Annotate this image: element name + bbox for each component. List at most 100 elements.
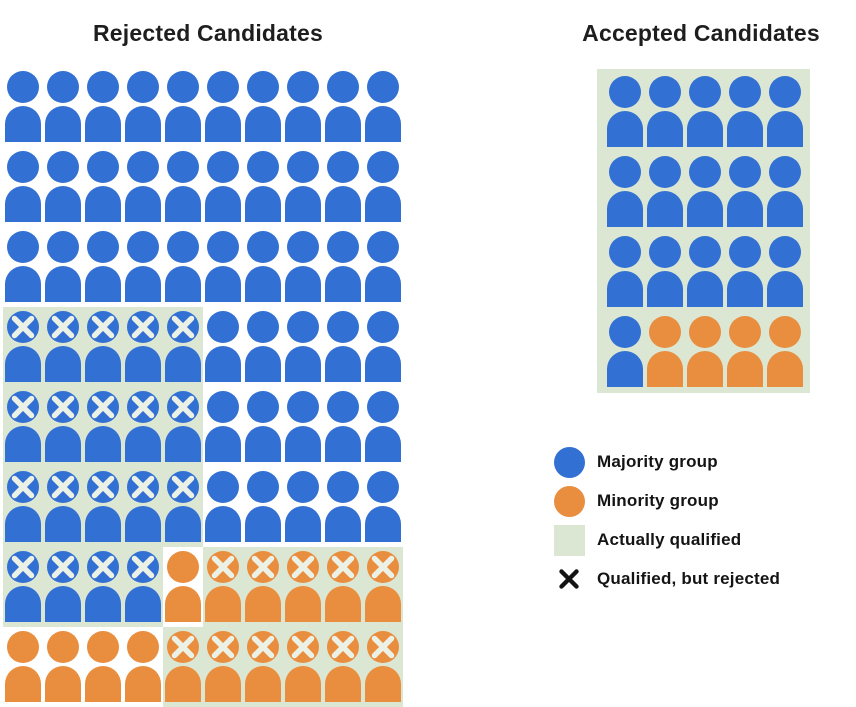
person-body-icon (165, 266, 201, 302)
person-head-icon (47, 551, 79, 583)
x-mark-icon (559, 569, 579, 589)
person-head-icon (127, 391, 159, 423)
person-head-icon (207, 471, 239, 503)
person-body-icon (285, 266, 321, 302)
person-minority-qualified-rejected-x (363, 547, 403, 627)
rejected-x-icon (11, 475, 35, 499)
person-head-icon (327, 311, 359, 343)
person-majority (283, 67, 323, 147)
person-head-icon (327, 471, 359, 503)
person-head-icon (87, 231, 119, 263)
person-majority-qualified (605, 152, 645, 232)
person-body-icon (205, 266, 241, 302)
person-body-icon (125, 266, 161, 302)
person-minority-qualified-rejected-x (243, 547, 283, 627)
person-majority-qualified (765, 72, 805, 152)
person-minority-qualified-rejected-x (283, 547, 323, 627)
person-body-icon (165, 426, 201, 462)
person-body-icon (165, 346, 201, 382)
person-minority-qualified (685, 312, 725, 392)
person-majority-qualified-rejected-x (43, 547, 83, 627)
person-majority (363, 227, 403, 307)
rejected-x-icon (211, 635, 235, 659)
person-head-icon (769, 236, 801, 268)
person-majority-qualified-rejected-x (123, 307, 163, 387)
person-majority (203, 67, 243, 147)
person-head-icon (649, 76, 681, 108)
rejected-x-icon (51, 315, 75, 339)
legend-label: Majority group (597, 452, 718, 471)
person-body-icon (325, 666, 361, 702)
person-body-icon (647, 271, 683, 307)
person-body-icon (285, 586, 321, 622)
person-body-icon (607, 191, 643, 227)
person-body-icon (647, 191, 683, 227)
person-majority (123, 67, 163, 147)
person-head-icon (167, 151, 199, 183)
person-majority (323, 227, 363, 307)
person-head-icon (247, 231, 279, 263)
person-head-icon (247, 311, 279, 343)
person-head-icon (689, 316, 721, 348)
person-body-icon (647, 111, 683, 147)
person-head-icon (769, 76, 801, 108)
person-body-icon (45, 346, 81, 382)
person-majority (243, 307, 283, 387)
person-head-icon (609, 156, 641, 188)
rejected-x-icon (51, 555, 75, 579)
person-body-icon (125, 106, 161, 142)
person-head-icon (127, 151, 159, 183)
person-head-icon (367, 631, 399, 663)
person-majority (283, 467, 323, 547)
rejected-x-icon (171, 635, 195, 659)
person-majority (203, 147, 243, 227)
rejected-x-icon (331, 635, 355, 659)
person-majority (123, 227, 163, 307)
person-majority (3, 67, 43, 147)
person-head-icon (287, 151, 319, 183)
person-body-icon (245, 106, 281, 142)
person-head-icon (7, 471, 39, 503)
person-head-icon (47, 311, 79, 343)
person-majority (83, 147, 123, 227)
rejected-x-icon (11, 395, 35, 419)
rejected-x-icon (51, 475, 75, 499)
rejected-x-icon (131, 315, 155, 339)
person-body-icon (5, 186, 41, 222)
person-body-icon (5, 266, 41, 302)
rejected-panel-title: Rejected Candidates (92, 20, 324, 46)
rejected-x-icon (251, 555, 275, 579)
person-majority (163, 227, 203, 307)
rejected-x-icon (171, 395, 195, 419)
qualified-but-rejected-swatch-icon (553, 564, 585, 594)
person-majority-qualified-rejected-x (3, 547, 43, 627)
person-minority-qualified-rejected-x (323, 627, 363, 707)
person-body-icon (325, 506, 361, 542)
rejected-x-icon (131, 475, 155, 499)
person-body-icon (727, 351, 763, 387)
person-majority-qualified-rejected-x (43, 467, 83, 547)
person-majority (243, 467, 283, 547)
person-head-icon (47, 231, 79, 263)
person-head-icon (167, 631, 199, 663)
person-head-icon (247, 391, 279, 423)
person-head-icon (7, 311, 39, 343)
majority-group-circle-icon (553, 446, 585, 478)
person-head-icon (167, 391, 199, 423)
person-body-icon (205, 586, 241, 622)
person-head-icon (689, 236, 721, 268)
person-majority (283, 227, 323, 307)
person-body-icon (85, 106, 121, 142)
person-majority (43, 147, 83, 227)
person-head-icon (7, 551, 39, 583)
person-head-icon (207, 551, 239, 583)
person-body-icon (125, 346, 161, 382)
person-head-icon (207, 391, 239, 423)
person-head-icon (649, 316, 681, 348)
person-head-icon (207, 231, 239, 263)
person-body-icon (45, 266, 81, 302)
person-body-icon (165, 586, 201, 622)
person-body-icon (687, 271, 723, 307)
person-majority (363, 307, 403, 387)
person-majority (323, 307, 363, 387)
